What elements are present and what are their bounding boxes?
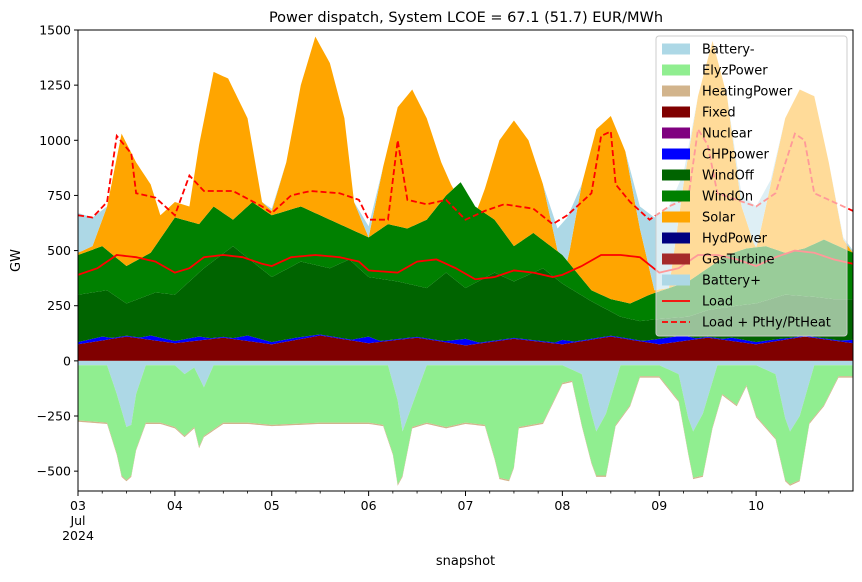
legend-label: Battery+ [702,274,761,289]
area-fixed [78,335,853,361]
legend-swatch [662,211,690,223]
legend-label: ElyzPower [702,64,768,79]
x-tick-label: 08 [554,498,570,513]
legend-swatch [662,106,690,118]
y-tick-label: 0 [63,353,71,368]
legend-label: Solar [702,211,736,226]
legend-label: Nuclear [702,127,753,142]
area-elyzpower [78,365,853,485]
x-tick-label: 06 [361,498,377,513]
y-tick-label: 500 [47,243,71,258]
y-tick-label: 1250 [39,78,71,93]
legend-box [655,35,848,337]
legend-label: HydPower [702,232,768,247]
legend-label: WindOff [702,169,755,184]
x-tick-label: 05 [264,498,280,513]
legend-swatch [662,232,690,244]
area-windon [78,182,853,322]
y-tick-label: 1500 [39,23,71,38]
legend-label: HeatingPower [702,85,793,100]
legend-swatch [662,64,690,76]
y-tick-label: 750 [47,188,71,203]
y-tick-label: 250 [47,298,71,313]
x-tick-label: 10 [748,498,764,513]
x-tick-label: 04 [167,498,183,513]
legend-swatch [662,43,690,55]
x-tick-month: Jul [69,513,85,528]
y-axis-title: GW [9,249,24,272]
legend-label: WindOn [702,190,753,205]
y-tick-label: −500 [37,464,71,479]
legend-label: Load + PtHy/PtHeat [702,316,831,331]
area-battery-minus [78,360,853,432]
chart-title: Power dispatch, System LCOE = 67.1 (51.7… [269,10,663,26]
x-axis-title: snapshot [436,554,495,569]
x-tick-label: 03 [70,498,86,513]
legend: Battery- ElyzPower HeatingPower Fixed Nuclea… [655,35,848,337]
area-windoff [78,246,853,343]
legend-swatch [662,148,690,160]
legend-swatch [662,190,690,202]
legend-swatch [662,85,690,97]
x-tick-year: 2024 [62,528,94,543]
legend-label: Battery- [702,43,755,58]
legend-label: CHPpower [702,148,770,163]
x-tick-label: 07 [458,498,474,513]
y-axis: −500 −250 0 250 500 750 1000 1250 1500 [37,23,78,479]
y-tick-label: 1000 [39,133,71,148]
legend-label: GasTurbine [702,253,774,268]
legend-swatch [662,169,690,181]
legend-label: Fixed [702,106,736,121]
legend-swatch [662,274,690,286]
legend-swatch [662,253,690,265]
x-tick-label: 09 [651,498,667,513]
legend-swatch [662,127,690,139]
legend-label: Load [702,295,733,310]
y-tick-label: −250 [37,409,71,424]
area-chppower [78,334,853,346]
